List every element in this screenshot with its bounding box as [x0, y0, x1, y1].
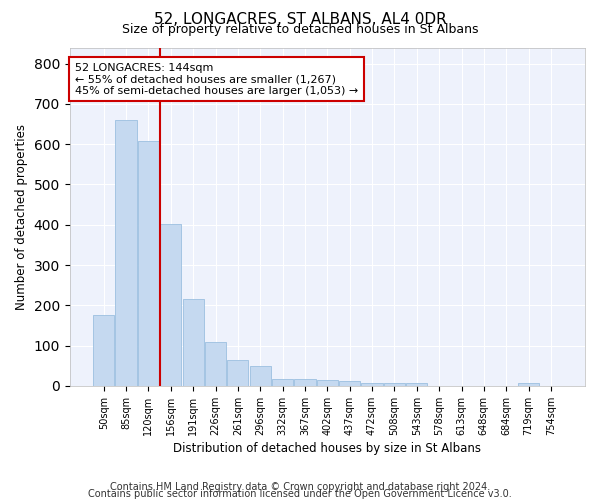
Text: Size of property relative to detached houses in St Albans: Size of property relative to detached ho…: [122, 22, 478, 36]
Bar: [205, 342, 226, 386]
Bar: [361, 382, 383, 386]
Bar: [250, 366, 271, 386]
Bar: [295, 379, 316, 386]
Bar: [138, 141, 159, 386]
Bar: [317, 380, 338, 386]
Bar: [93, 316, 115, 386]
Bar: [272, 378, 293, 386]
Bar: [384, 382, 405, 386]
Text: 52 LONGACRES: 144sqm
← 55% of detached houses are smaller (1,267)
45% of semi-de: 52 LONGACRES: 144sqm ← 55% of detached h…: [75, 62, 358, 96]
Text: Contains public sector information licensed under the Open Government Licence v3: Contains public sector information licen…: [88, 489, 512, 499]
Text: Contains HM Land Registry data © Crown copyright and database right 2024.: Contains HM Land Registry data © Crown c…: [110, 482, 490, 492]
Bar: [339, 380, 361, 386]
X-axis label: Distribution of detached houses by size in St Albans: Distribution of detached houses by size …: [173, 442, 481, 455]
Bar: [160, 224, 181, 386]
Bar: [406, 383, 427, 386]
Text: 52, LONGACRES, ST ALBANS, AL4 0DR: 52, LONGACRES, ST ALBANS, AL4 0DR: [154, 12, 446, 28]
Bar: [227, 360, 248, 386]
Y-axis label: Number of detached properties: Number of detached properties: [15, 124, 28, 310]
Bar: [182, 300, 204, 386]
Bar: [115, 120, 137, 386]
Bar: [518, 382, 539, 386]
